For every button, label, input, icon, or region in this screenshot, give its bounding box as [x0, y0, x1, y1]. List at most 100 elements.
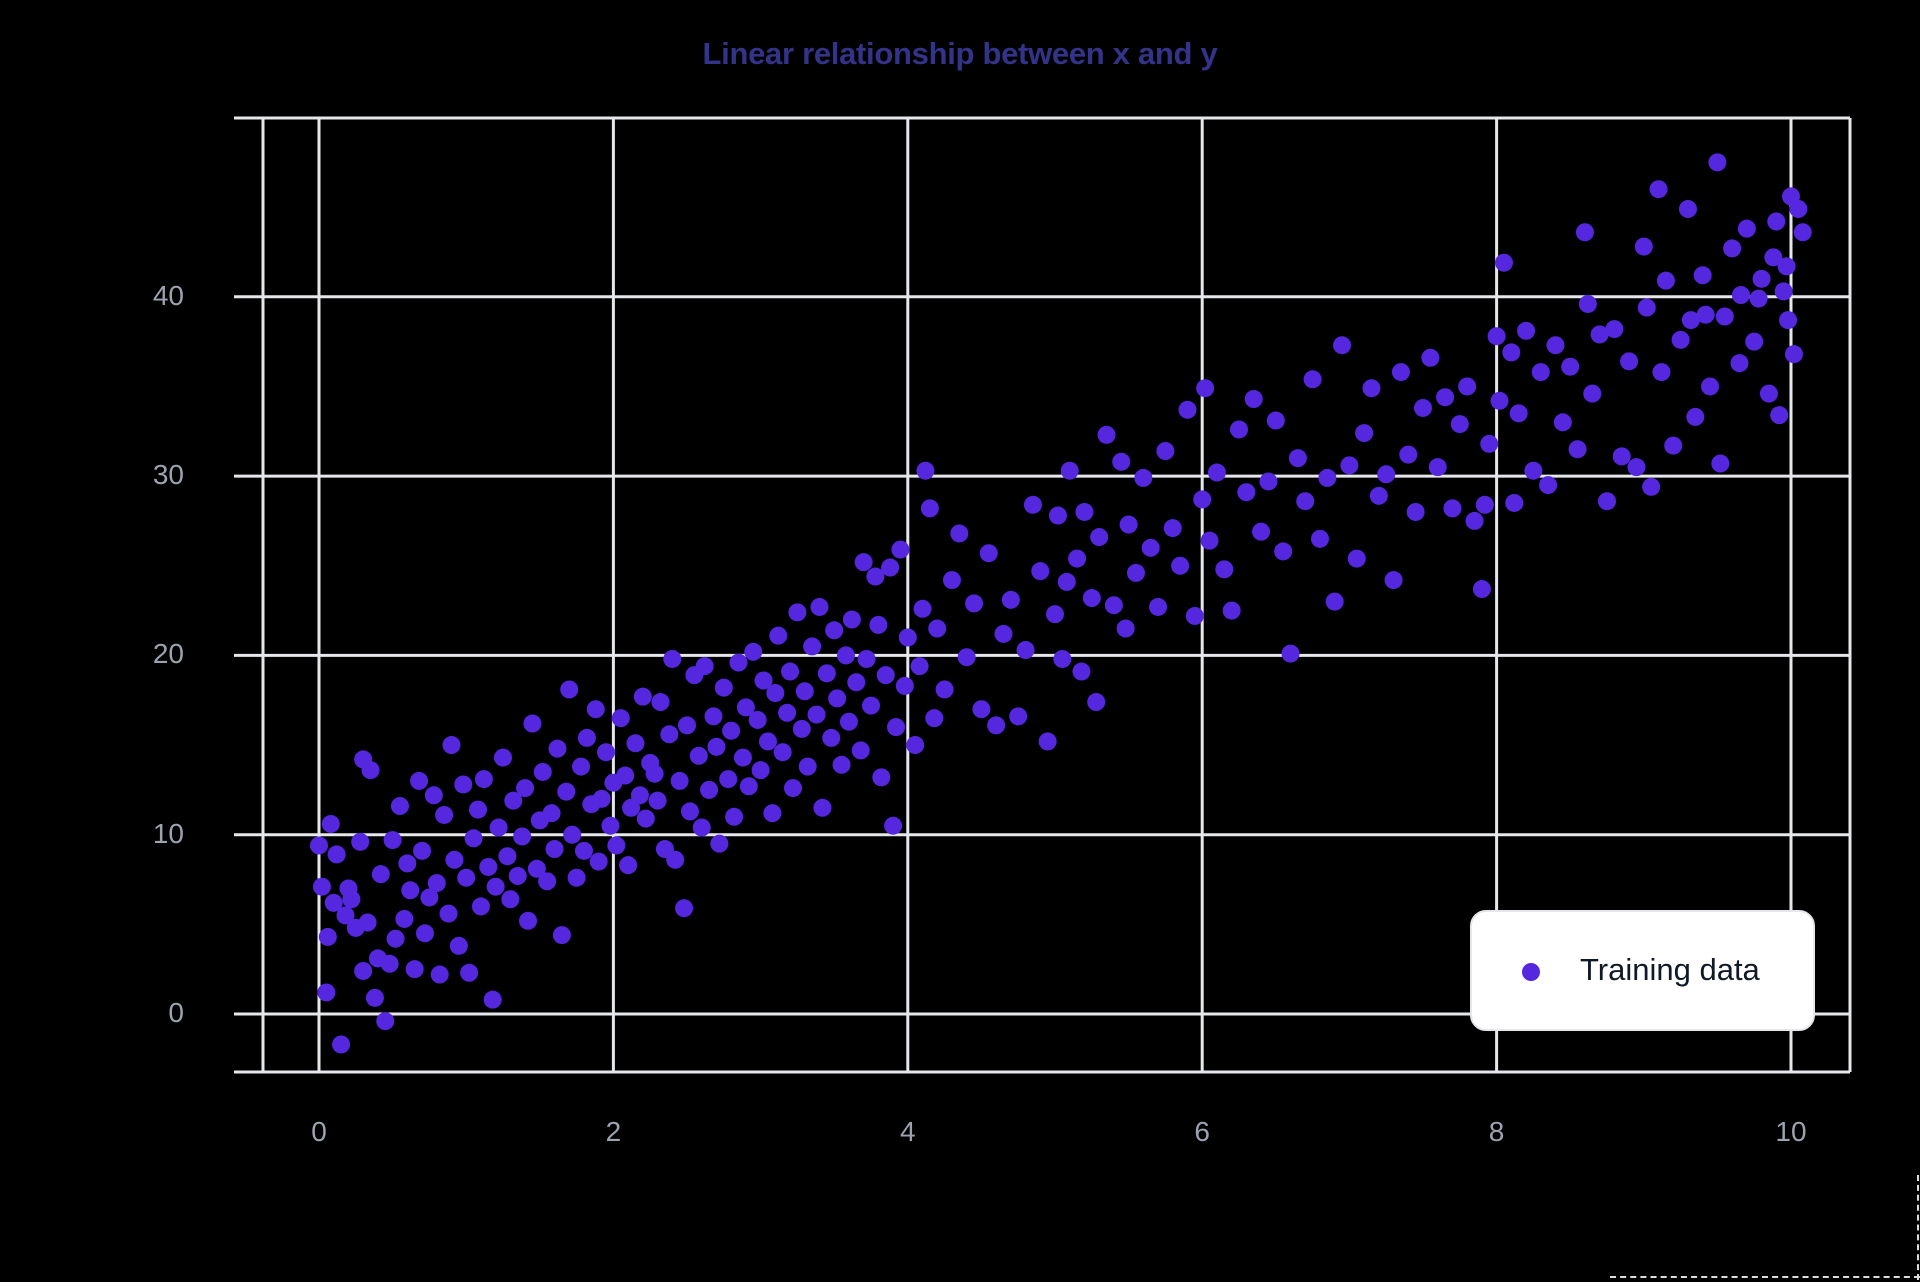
data-point	[887, 718, 906, 737]
selection-border	[1610, 1276, 1920, 1282]
data-point	[1458, 377, 1477, 396]
data-point	[729, 653, 748, 672]
data-point	[781, 662, 800, 681]
data-point	[898, 628, 917, 647]
data-point	[1104, 596, 1123, 615]
data-point	[420, 888, 439, 907]
data-point	[589, 852, 608, 871]
data-point	[920, 499, 939, 518]
data-point	[395, 909, 414, 928]
data-point	[869, 615, 888, 634]
data-point	[695, 657, 714, 676]
data-point	[1009, 707, 1028, 726]
data-point	[354, 961, 373, 980]
data-point	[1119, 515, 1138, 534]
data-point	[783, 779, 802, 798]
data-point	[648, 791, 667, 810]
data-point	[1502, 343, 1521, 362]
data-point	[663, 649, 682, 668]
data-point	[906, 736, 925, 755]
data-point	[839, 712, 858, 731]
data-point	[1222, 601, 1241, 620]
x-tick-label: 10	[1775, 1116, 1807, 1147]
data-point	[1620, 352, 1639, 371]
data-point	[1517, 321, 1536, 340]
data-point	[410, 771, 429, 790]
data-point	[1288, 449, 1307, 468]
data-point	[1171, 556, 1190, 575]
data-point	[1252, 522, 1271, 541]
data-point	[965, 594, 984, 613]
data-point	[1281, 644, 1300, 663]
data-point	[710, 834, 729, 853]
data-point	[430, 965, 449, 984]
data-point	[560, 680, 579, 699]
data-point	[1097, 425, 1116, 444]
data-point	[1399, 445, 1418, 464]
data-point	[1686, 407, 1705, 426]
data-point	[675, 899, 694, 918]
data-point	[386, 929, 405, 948]
data-point	[435, 805, 454, 824]
data-point	[454, 775, 473, 794]
data-point	[1038, 732, 1057, 751]
data-point	[1310, 529, 1329, 548]
data-point	[1023, 495, 1042, 514]
y-tick-label: 20	[152, 638, 184, 670]
data-point	[479, 857, 498, 876]
data-point	[763, 804, 782, 823]
data-point	[548, 739, 567, 758]
data-point	[854, 553, 873, 572]
data-point	[516, 779, 535, 798]
x-tick-label: 0	[311, 1116, 327, 1147]
data-point	[513, 827, 532, 846]
data-point	[810, 597, 829, 616]
data-point	[692, 818, 711, 837]
data-point	[1048, 506, 1067, 525]
data-point	[1296, 492, 1315, 511]
legend: Training data	[1470, 910, 1815, 1031]
data-point	[1068, 549, 1087, 568]
data-point	[489, 818, 508, 837]
data-point	[1090, 528, 1109, 547]
data-point	[766, 684, 785, 703]
data-point	[714, 678, 733, 697]
data-point	[1362, 379, 1381, 398]
data-point	[895, 676, 914, 695]
data-point	[474, 770, 493, 789]
data-point	[778, 703, 797, 722]
data-point	[1384, 571, 1403, 590]
data-point	[1490, 391, 1509, 410]
data-point	[630, 786, 649, 805]
data-point	[508, 866, 527, 885]
data-point	[1215, 560, 1234, 579]
data-point	[910, 657, 929, 676]
data-point	[1505, 493, 1524, 512]
data-point	[957, 648, 976, 667]
data-point	[1731, 286, 1750, 305]
data-point	[660, 725, 679, 744]
data-point	[832, 755, 851, 774]
data-point	[1539, 476, 1558, 495]
data-point	[622, 798, 641, 817]
data-point	[1637, 298, 1656, 317]
data-point	[1656, 271, 1675, 290]
data-point	[619, 856, 638, 875]
data-point	[545, 840, 564, 859]
data-point	[572, 757, 591, 776]
data-point	[1057, 572, 1076, 591]
data-point	[415, 924, 434, 943]
data-point	[504, 791, 523, 810]
data-points	[310, 153, 1812, 1054]
data-point	[380, 954, 399, 973]
data-point	[1377, 465, 1396, 484]
data-point	[1053, 649, 1072, 668]
data-point	[398, 854, 417, 873]
data-point	[449, 936, 468, 955]
data-point	[972, 700, 991, 719]
data-point	[1475, 495, 1494, 514]
x-tick-label: 4	[900, 1116, 916, 1147]
data-point	[836, 646, 855, 665]
data-point	[442, 736, 461, 755]
data-point	[501, 890, 520, 909]
